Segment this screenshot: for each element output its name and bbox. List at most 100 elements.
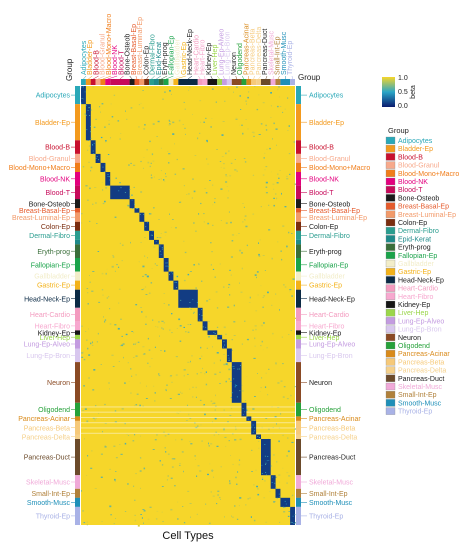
heatmap-cell <box>179 202 181 203</box>
heatmap-cell <box>121 454 123 455</box>
heatmap-cell <box>291 522 292 523</box>
top-bar-colon-ep <box>144 79 149 85</box>
heatmap-cell <box>169 329 170 331</box>
heatmap-cell <box>283 507 284 508</box>
heatmap-cell <box>151 175 152 176</box>
heatmap-cell <box>92 271 94 272</box>
row-label-left-neuron: Neuron <box>47 380 70 387</box>
heatmap-cell <box>206 504 207 505</box>
heatmap-cell <box>126 334 128 335</box>
heatmap-cell <box>146 294 148 295</box>
heatmap-cell <box>114 95 115 96</box>
col-guide <box>211 76 213 79</box>
heatmap-cell <box>165 451 166 452</box>
legend-label-bladder-ep: Bladder-Ep <box>398 146 433 153</box>
heatmap-cell <box>105 126 106 128</box>
heatmap-cell <box>282 468 283 469</box>
heatmap-cell <box>279 97 280 98</box>
heatmap-cell <box>199 133 200 134</box>
left-bar-oligodend <box>75 403 80 417</box>
heatmap-cell <box>261 465 262 466</box>
col-guide <box>217 76 220 79</box>
heatmap-cell <box>212 346 213 348</box>
heatmap-cell <box>103 203 105 204</box>
heatmap-cell <box>202 368 203 369</box>
heatmap-cell <box>255 329 257 330</box>
right-bar-skeletal-musc <box>296 475 301 489</box>
heatmap-cell <box>144 510 146 511</box>
heatmap-cell <box>272 138 273 140</box>
heatmap-cell <box>81 103 82 104</box>
heatmap-cell <box>187 405 188 406</box>
heatmap-cell <box>277 241 278 243</box>
heatmap-cell <box>82 213 83 214</box>
heatmap-cell <box>169 120 170 121</box>
heatmap-cell <box>143 523 144 524</box>
heatmap-cell <box>115 480 116 481</box>
heatmap-cell <box>137 394 139 395</box>
heatmap-cell <box>216 291 218 292</box>
heatmap-cell <box>190 309 192 310</box>
heatmap-cell <box>171 94 172 95</box>
heatmap-cell <box>234 169 236 171</box>
left-bar-breast-luminal-ep <box>75 213 80 222</box>
heatmap-cell <box>105 446 107 447</box>
row-label-left-pancreas-acinar: Pancreas-Acinar <box>18 416 70 423</box>
heatmap-cell <box>235 426 236 427</box>
heatmap-cell <box>223 287 224 288</box>
heatmap-cell <box>89 188 91 190</box>
heatmap-cell <box>242 133 243 135</box>
heatmap-cell <box>135 515 136 516</box>
heatmap-cell <box>177 518 178 520</box>
heatmap-cell <box>200 100 202 101</box>
row-label-left-gastric-ep: Gastric-Ep <box>37 283 70 290</box>
heatmap-cell <box>119 289 121 290</box>
heatmap-cell <box>288 451 290 453</box>
legend-swatch-skeletal-musc <box>386 383 395 390</box>
heatmap-cell <box>228 365 229 366</box>
legend-label-heart-cardio: Heart-Cardio <box>398 286 438 293</box>
heatmap-cell <box>233 366 234 367</box>
heatmap-cell <box>111 355 113 356</box>
heatmap-cell <box>251 450 252 451</box>
heatmap-cell <box>84 359 86 360</box>
heatmap-cell <box>256 486 258 487</box>
heatmap-cell <box>278 441 279 443</box>
heatmap-cell <box>219 337 220 338</box>
heatmap-cell <box>145 324 147 325</box>
heatmap-cell <box>153 161 155 162</box>
heatmap-cell <box>104 321 105 323</box>
heatmap-cell <box>116 178 117 179</box>
heatmap-cell <box>98 251 100 252</box>
heatmap-cell <box>247 376 248 377</box>
heatmap-cell <box>209 445 210 446</box>
heatmap-cell <box>202 319 203 320</box>
heatmap-cell <box>276 193 277 195</box>
heatmap-cell <box>271 106 272 107</box>
heatmap-cell <box>258 243 259 244</box>
heatmap-cell <box>192 178 194 180</box>
heatmap-cell <box>269 148 271 149</box>
heatmap-cell <box>260 391 261 392</box>
heatmap-cell <box>83 167 84 168</box>
heatmap-cell <box>210 443 212 444</box>
heatmap-cell <box>250 297 251 299</box>
col-guide <box>259 76 261 79</box>
heatmap-cell <box>156 519 158 520</box>
heatmap-cell <box>90 343 91 345</box>
heatmap-cell <box>136 342 137 344</box>
heatmap-cell <box>207 223 209 225</box>
heatmap-cell <box>236 484 237 485</box>
heatmap-cell <box>145 226 146 227</box>
heatmap-cell <box>293 516 294 517</box>
heatmap-cell <box>134 405 135 406</box>
heatmap-cell <box>244 411 245 412</box>
heatmap-cell <box>279 522 280 523</box>
heatmap-cell <box>163 179 164 180</box>
heatmap-cell <box>266 187 268 188</box>
heatmap-cell <box>285 501 286 502</box>
heatmap-cell <box>190 87 191 88</box>
heatmap-cell <box>202 315 203 316</box>
row-label-right-pancreas-acinar: Pancreas-Acinar <box>309 416 361 423</box>
heatmap-cell <box>217 491 219 492</box>
